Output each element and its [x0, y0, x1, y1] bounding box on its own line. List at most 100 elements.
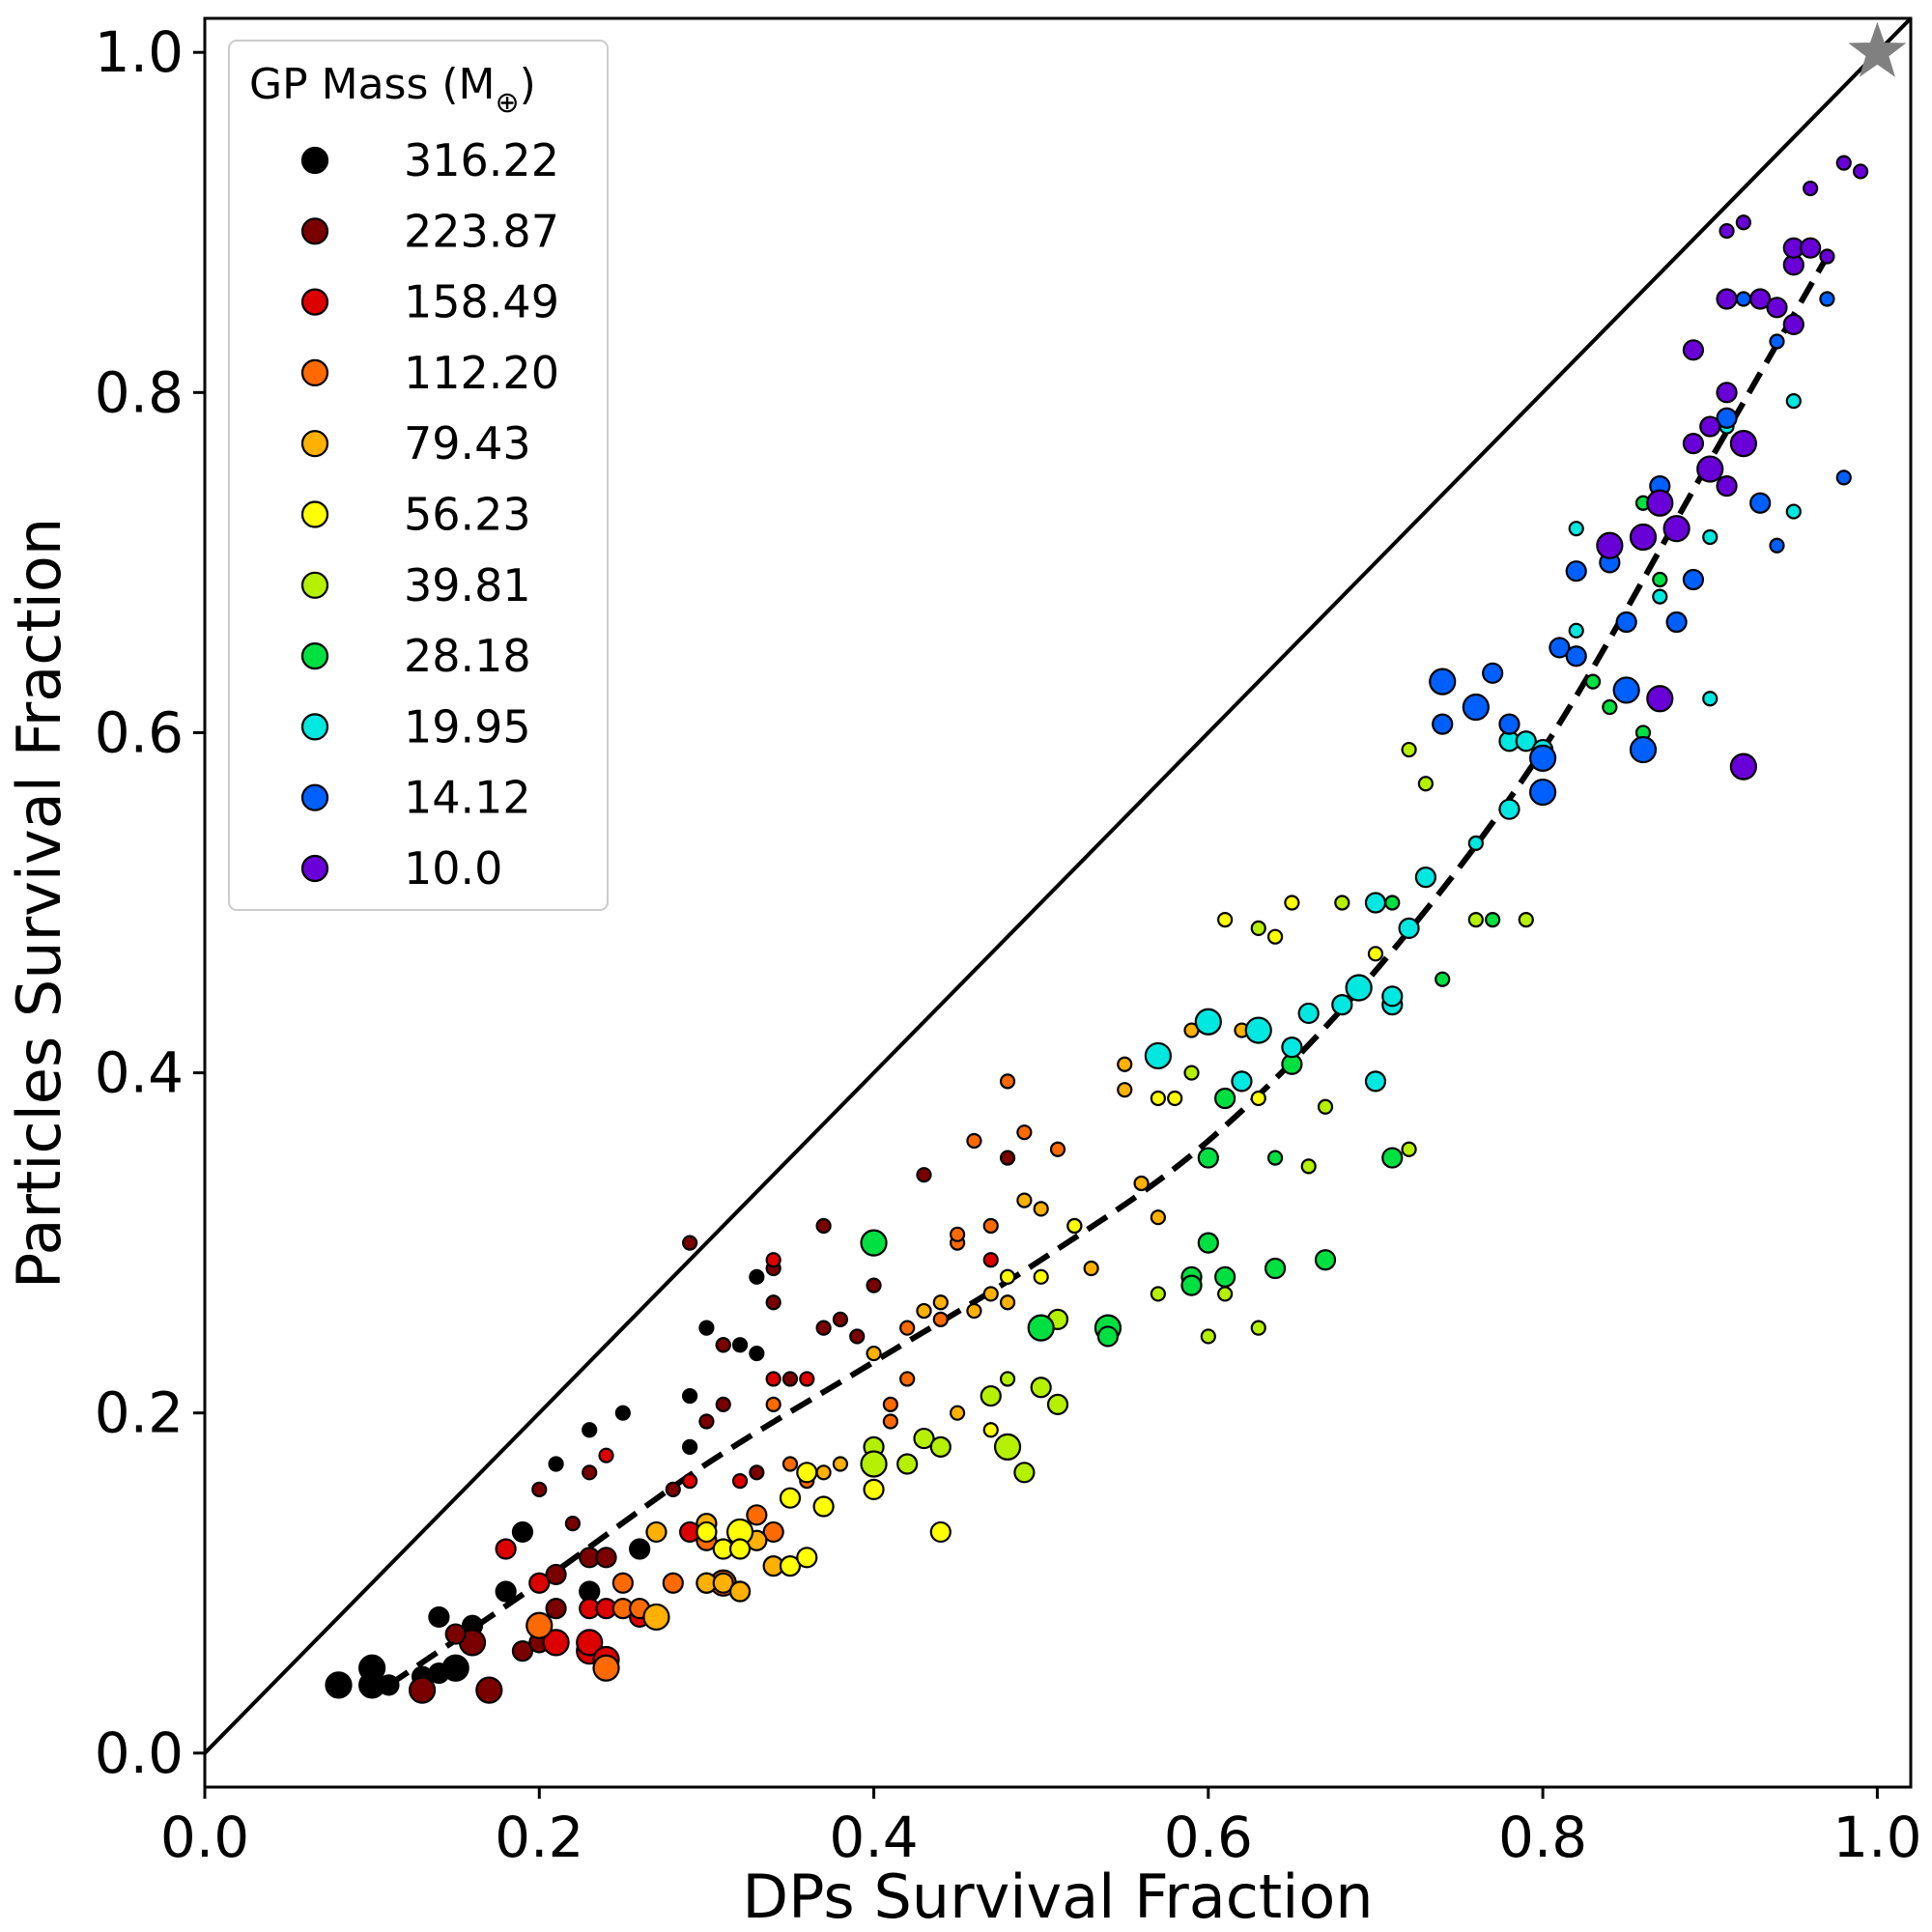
point-10.0 — [1749, 288, 1772, 310]
point-14.12 — [1769, 333, 1785, 350]
point-316.22 — [749, 1268, 765, 1285]
point-112.20 — [999, 1073, 1016, 1090]
point-112.20 — [592, 1654, 620, 1682]
point-79.43 — [728, 1580, 752, 1603]
point-316.22 — [698, 1320, 715, 1336]
point-19.95 — [1194, 1008, 1222, 1036]
point-316.22 — [582, 1422, 598, 1438]
point-19.95 — [1467, 835, 1484, 851]
legend-label: 10.0 — [404, 842, 502, 895]
point-28.18 — [1314, 1249, 1337, 1271]
legend-swatch — [300, 641, 329, 670]
point-19.95 — [1702, 691, 1719, 707]
point-10.0 — [1716, 382, 1738, 404]
point-112.20 — [982, 1217, 999, 1235]
star-point — [1848, 21, 1907, 77]
point-14.12 — [1749, 492, 1772, 514]
point-56.23 — [863, 1478, 885, 1500]
point-56.23 — [779, 1555, 802, 1577]
point-28.18 — [1027, 1314, 1055, 1342]
fit-curve-path — [386, 254, 1831, 1688]
point-14.12 — [1548, 637, 1571, 659]
point-39.81 — [1013, 1462, 1036, 1484]
point-56.23 — [1217, 912, 1234, 928]
point-56.23 — [1167, 1090, 1183, 1107]
point-112.20 — [662, 1572, 684, 1594]
legend-swatch — [300, 713, 329, 741]
point-10.0 — [1699, 415, 1721, 438]
point-79.43 — [1083, 1260, 1099, 1277]
point-19.95 — [1144, 1041, 1172, 1070]
point-79.43 — [815, 1464, 832, 1481]
point-112.20 — [966, 1132, 982, 1150]
point-19.95 — [1398, 917, 1420, 940]
point-223.87 — [564, 1516, 582, 1532]
point-19.95 — [1244, 1016, 1272, 1044]
point-223.87 — [715, 1396, 731, 1412]
point-39.81 — [1250, 920, 1266, 937]
point-19.95 — [1364, 1070, 1387, 1093]
data-points — [325, 155, 1869, 1704]
point-223.87 — [749, 1464, 765, 1481]
point-14.12 — [1498, 713, 1520, 735]
point-10.0 — [1729, 753, 1757, 781]
point-39.81 — [1200, 1328, 1216, 1345]
legend-swatch — [300, 358, 329, 386]
point-223.87 — [681, 1235, 698, 1251]
point-19.95 — [1702, 528, 1719, 546]
legend-label: 223.87 — [404, 205, 559, 257]
legend-box — [228, 40, 609, 911]
point-28.18 — [1214, 1087, 1236, 1110]
point-56.23 — [1250, 1090, 1266, 1107]
point-28.18 — [1602, 698, 1618, 716]
point-39.81 — [993, 1433, 1022, 1461]
fit-curve — [386, 254, 1831, 1688]
point-223.87 — [595, 1547, 617, 1569]
point-19.95 — [1231, 1070, 1253, 1093]
point-158.49 — [731, 1472, 749, 1490]
point-14.12 — [1629, 735, 1658, 764]
point-10.0 — [1766, 297, 1788, 319]
point-56.23 — [982, 1422, 999, 1438]
point-14.12 — [1528, 778, 1557, 807]
point-28.18 — [1381, 1147, 1404, 1169]
point-14.12 — [1835, 469, 1852, 486]
point-79.43 — [1117, 1082, 1133, 1098]
point-316.22 — [441, 1654, 469, 1682]
point-19.95 — [1414, 866, 1437, 889]
point-316.22 — [548, 1456, 564, 1472]
point-79.43 — [1016, 1192, 1033, 1208]
point-10.0 — [1835, 155, 1852, 171]
point-39.81 — [913, 1427, 935, 1450]
point-158.49 — [576, 1629, 604, 1657]
point-223.87 — [545, 1563, 567, 1586]
point-79.43 — [866, 1345, 882, 1362]
point-79.43 — [932, 1294, 949, 1311]
point-79.43 — [645, 1520, 668, 1544]
point-56.23 — [796, 1547, 818, 1569]
point-112.20 — [950, 1226, 966, 1242]
point-223.87 — [698, 1413, 715, 1430]
y-tick-label: 1.0 — [95, 19, 184, 85]
legend-swatch — [300, 146, 329, 175]
point-39.81 — [1150, 1286, 1166, 1302]
legend-label: 39.81 — [404, 559, 531, 611]
point-56.23 — [999, 1268, 1016, 1285]
point-112.20 — [882, 1413, 898, 1430]
point-28.18 — [1214, 1265, 1236, 1288]
point-14.12 — [1565, 645, 1587, 668]
legend-swatch — [300, 217, 329, 245]
point-316.22 — [681, 1387, 698, 1405]
point-10.0 — [1716, 288, 1738, 310]
point-79.43 — [950, 1405, 966, 1421]
legend-swatch — [300, 571, 329, 599]
point-39.81 — [980, 1384, 1002, 1407]
point-10.0 — [1682, 433, 1705, 455]
legend-label: 316.22 — [404, 134, 559, 186]
legend-swatch — [300, 430, 329, 458]
point-223.87 — [545, 1598, 567, 1620]
point-56.23 — [1066, 1217, 1083, 1235]
point-39.81 — [1046, 1393, 1069, 1415]
point-10.0 — [1803, 180, 1819, 197]
point-28.18 — [1096, 1325, 1120, 1348]
